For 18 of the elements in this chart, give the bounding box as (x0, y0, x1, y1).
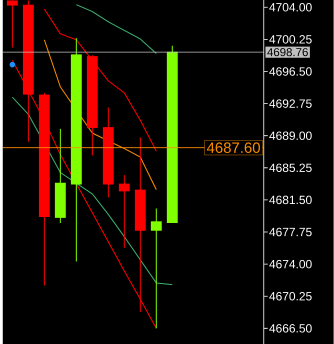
y-tick-label: 4681.50 (269, 196, 312, 204)
y-tick-label: 4670.25 (269, 292, 312, 300)
candlestick (7, 0, 18, 48)
candlestick (118, 174, 130, 248)
y-tick-label: 4696.50 (269, 67, 312, 76)
y-tick-label: 4700.25 (269, 35, 312, 44)
y-tick-label: 4677.75 (269, 228, 312, 236)
line-series (44, 8, 157, 152)
y-tick-label: 4692.75 (269, 99, 312, 108)
ref-line-label: 4698.76 (267, 48, 308, 56)
y-tick-label: 4666.50 (269, 324, 312, 333)
y-tick-label: 4685.25 (269, 164, 312, 172)
candlestick (150, 208, 162, 329)
y-tick-label: 4689.00 (269, 131, 312, 140)
ref-line-label: 4687.60 (207, 142, 260, 153)
y-tick-label: 4704.00 (269, 3, 312, 12)
line-series (76, 4, 157, 54)
y-tick-label: 4674.00 (269, 260, 312, 268)
